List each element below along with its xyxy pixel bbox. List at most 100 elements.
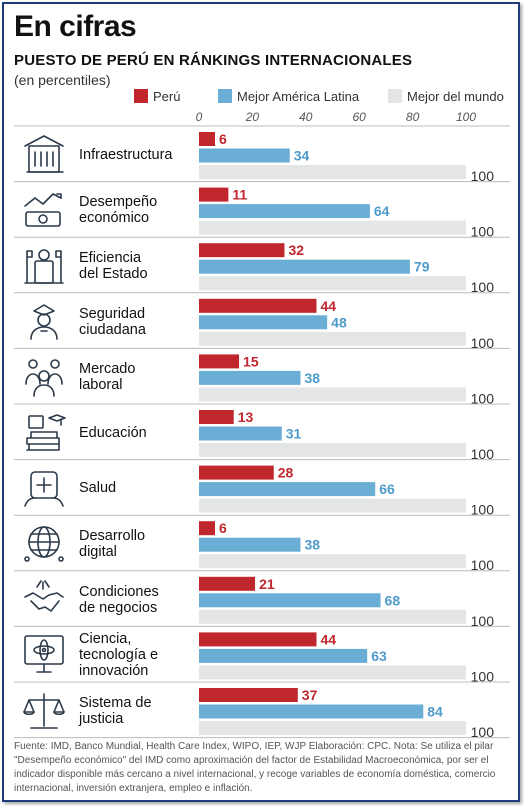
bar-world xyxy=(199,554,466,569)
legend-swatch-world xyxy=(388,89,402,103)
bar-world xyxy=(199,220,466,235)
category-label: Infraestructura xyxy=(79,147,173,163)
legend-swatch-latam xyxy=(218,89,232,103)
category-label-line: digital xyxy=(79,544,117,560)
category-label-line: ciudadana xyxy=(79,321,146,338)
bar-world xyxy=(199,498,466,513)
category-label: Ciencia, tecnología e innovación xyxy=(79,631,158,679)
x-tick-label: 80 xyxy=(405,110,420,124)
data-label-latam: 64 xyxy=(374,203,390,219)
data-label-peru: 11 xyxy=(232,187,247,203)
building-icon xyxy=(20,132,68,176)
category-label-line: económico xyxy=(79,210,150,227)
data-label-world: 100 xyxy=(471,668,495,684)
category-label-line: innovación xyxy=(79,663,149,680)
bar-latam xyxy=(199,648,368,663)
category-label: Mercado laboral xyxy=(79,361,135,393)
bar-peru xyxy=(199,243,285,258)
bar-world xyxy=(199,387,466,402)
legend-label-peru: Perú xyxy=(153,88,181,104)
government-icon xyxy=(20,243,68,287)
bar-latam xyxy=(199,259,410,274)
bar-latam xyxy=(199,148,290,163)
economy-chart-icon xyxy=(20,188,68,232)
category-label-line: justicia xyxy=(79,710,124,727)
data-label-peru: 21 xyxy=(259,576,275,592)
page-title: En cifras xyxy=(14,10,137,43)
category-label-line: de negocios xyxy=(79,599,158,616)
bar-world xyxy=(199,665,466,680)
category-label-line: tecnología e xyxy=(79,647,159,664)
category-label: Eficiencia del Estado xyxy=(79,250,148,282)
category-label: Sistema de justicia xyxy=(79,695,152,727)
bar-world xyxy=(199,276,466,291)
chart-subtitle: PUESTO DE PERÚ EN RÁNKINGS INTERNACIONAL… xyxy=(14,52,413,69)
data-label-world: 100 xyxy=(471,613,495,629)
data-label-peru: 6 xyxy=(219,131,227,147)
data-label-world: 100 xyxy=(471,279,495,295)
science-monitor-icon xyxy=(20,632,68,676)
bar-world xyxy=(199,609,466,624)
x-tick-label: 0 xyxy=(195,110,203,124)
category-label: Salud xyxy=(79,480,116,496)
data-label-peru: 15 xyxy=(243,353,259,369)
data-label-latam: 68 xyxy=(385,592,401,608)
category-label-line: Mercado xyxy=(79,361,136,378)
data-label-peru: 37 xyxy=(302,687,318,703)
category-label: Desarrollo digital xyxy=(79,528,145,560)
data-label-latam: 84 xyxy=(427,704,443,720)
bar-peru xyxy=(199,576,256,591)
data-label-world: 100 xyxy=(471,168,495,184)
category-label-line: Desempeño xyxy=(79,194,158,211)
legend-item-peru: Perú xyxy=(134,88,180,104)
bar-latam xyxy=(199,704,424,719)
bar-peru xyxy=(199,132,216,146)
category-label-line: Condiciones xyxy=(79,583,159,600)
data-label-latam: 34 xyxy=(294,148,310,164)
source-note: Fuente: IMD, Banco Mundial, Health Care … xyxy=(14,741,496,794)
category-label-line: Educación xyxy=(79,424,147,441)
category-label-line: Sistema de xyxy=(79,694,152,711)
digital-globe-icon xyxy=(20,521,68,565)
category-label: Seguridad ciudadana xyxy=(79,306,146,338)
data-label-latam: 38 xyxy=(304,370,320,386)
legend-swatch-peru xyxy=(134,89,148,103)
data-label-world: 100 xyxy=(471,224,495,240)
data-label-latam: 79 xyxy=(414,259,430,275)
category-label: Desempeño económico xyxy=(79,194,157,226)
legend-item-latam: Mejor América Latina xyxy=(218,88,359,104)
data-label-world: 100 xyxy=(471,724,495,740)
bar-peru xyxy=(199,521,216,536)
data-label-peru: 28 xyxy=(278,465,294,481)
category-label: Condiciones de negocios xyxy=(79,584,159,616)
bar-world xyxy=(199,331,466,346)
category-label-line: Desarrollo xyxy=(79,528,146,544)
bar-latam xyxy=(199,593,381,608)
category-label: Educación xyxy=(79,425,147,441)
bar-world xyxy=(199,165,466,179)
data-label-latam: 66 xyxy=(379,481,395,497)
data-label-world: 100 xyxy=(471,502,495,518)
data-label-peru: 13 xyxy=(238,409,254,425)
x-tick-label: 20 xyxy=(245,110,260,124)
data-label-peru: 44 xyxy=(320,298,336,314)
data-label-latam: 38 xyxy=(304,537,320,553)
health-icon xyxy=(20,466,68,510)
x-tick-label: 40 xyxy=(299,110,313,124)
legend-item-world: Mejor del mundo xyxy=(388,88,504,104)
data-label-peru: 44 xyxy=(320,631,336,647)
bar-latam xyxy=(199,482,376,497)
category-label-line: Salud xyxy=(79,480,117,497)
data-label-peru: 6 xyxy=(219,520,227,536)
data-label-latam: 31 xyxy=(286,426,302,442)
category-label-line: Ciencia, xyxy=(79,631,132,648)
bar-peru xyxy=(199,688,298,702)
bar-world xyxy=(199,443,466,457)
bar-latam xyxy=(199,537,301,552)
bar-peru xyxy=(199,632,317,647)
x-tick-label: 100 xyxy=(455,110,477,124)
data-label-latam: 48 xyxy=(331,314,347,330)
legend-label-latam: Mejor América Latina xyxy=(237,88,360,104)
legend-label-world: Mejor del mundo xyxy=(407,88,504,104)
